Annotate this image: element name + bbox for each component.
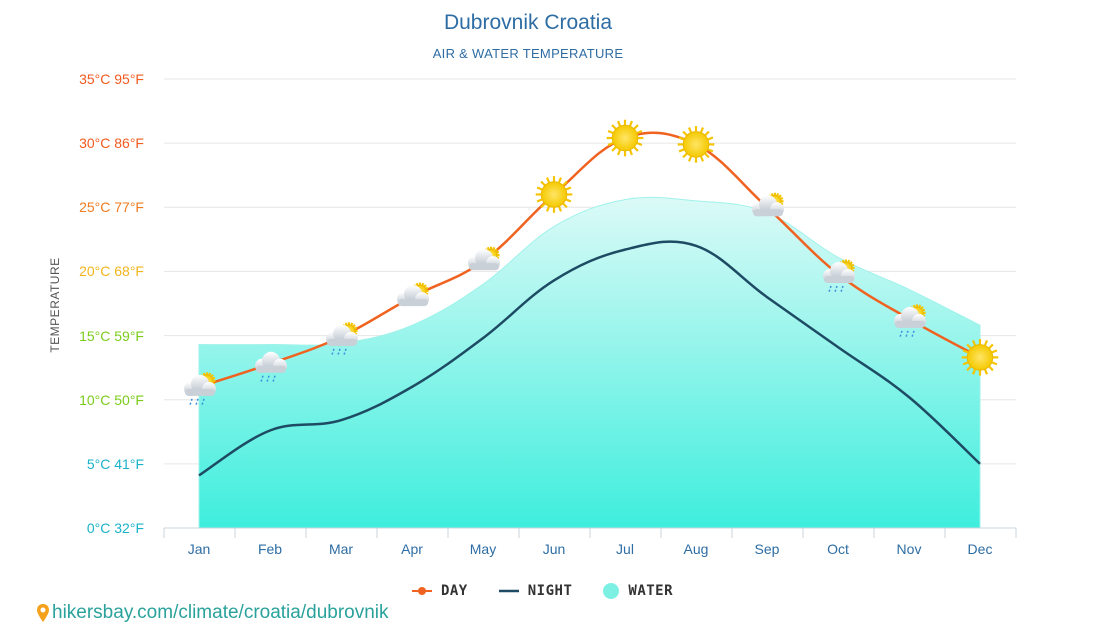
x-tick-label: Feb [257,541,283,557]
x-tick-label: Jul [616,541,634,557]
y-tick-label: 5°C 41°F [86,455,144,472]
chart-title: Dubrovnik Croatia [443,11,613,34]
legend-label-night: NIGHT [527,583,573,599]
legend: DAY NIGHT WATER [0,582,1084,600]
legend-label-water: WATER [628,583,674,599]
x-tick-label: Sep [754,541,780,557]
water-swatch [603,583,620,599]
day-line-swatch [411,587,432,595]
x-tick-label: Apr [401,541,423,557]
cloud-rain-sun-icon [823,259,855,293]
chart-subtitle: AIR & WATER TEMPERATURE [432,46,624,61]
legend-item-night[interactable]: NIGHT [498,582,573,600]
legend-item-water[interactable]: WATER [602,582,673,600]
x-tick-label: Aug [683,541,709,557]
y-tick-label: 15°C 59°F [79,327,144,344]
night-line [198,240,981,477]
cloud-rain-sun-icon [326,322,358,356]
y-tick-label: 0°C 32°F [86,520,144,536]
cloud-sun-icon [468,246,500,271]
x-tick-label: Jun [542,541,566,557]
sun-icon [535,176,573,213]
cloud-rain-icon [255,351,287,383]
x-tick-label: Jan [187,541,211,557]
source-link[interactable]: hikersbay.com/climate/croatia/dubrovnik [36,602,389,624]
legend-label-day: DAY [440,583,468,599]
x-tick-label: Mar [328,541,354,557]
legend-item-day[interactable]: DAY [411,582,468,600]
source-text: hikersbay.com/climate/croatia/dubrovnik [52,602,389,623]
night-line-swatch [498,589,519,593]
y-tick-label: 25°C 77°F [79,199,144,216]
y-tick-label: 20°C 68°F [79,263,144,280]
sun-icon [677,126,715,163]
x-tick-label: Nov [896,541,922,557]
x-tick-label: Oct [827,541,849,557]
cloud-sun-icon [752,192,784,217]
map-pin-icon [37,604,49,622]
y-tick-label: 35°C 95°F [79,71,144,87]
x-tick-label: Dec [967,541,993,557]
cloud-rain-sun-icon [184,372,216,406]
sun-icon [961,339,999,376]
sun-icon [606,119,644,157]
x-axis [163,527,1017,538]
x-tick-label: May [469,541,497,557]
cloud-rain-sun-icon [894,304,926,338]
cloud-sun-icon [397,282,429,307]
y-tick-label: 30°C 86°F [79,135,144,152]
y-tick-label: 10°C 50°F [79,391,144,408]
